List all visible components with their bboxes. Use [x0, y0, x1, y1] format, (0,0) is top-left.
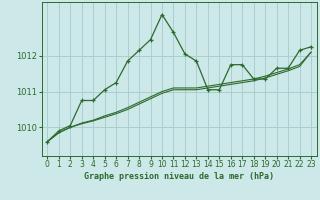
- X-axis label: Graphe pression niveau de la mer (hPa): Graphe pression niveau de la mer (hPa): [84, 172, 274, 181]
